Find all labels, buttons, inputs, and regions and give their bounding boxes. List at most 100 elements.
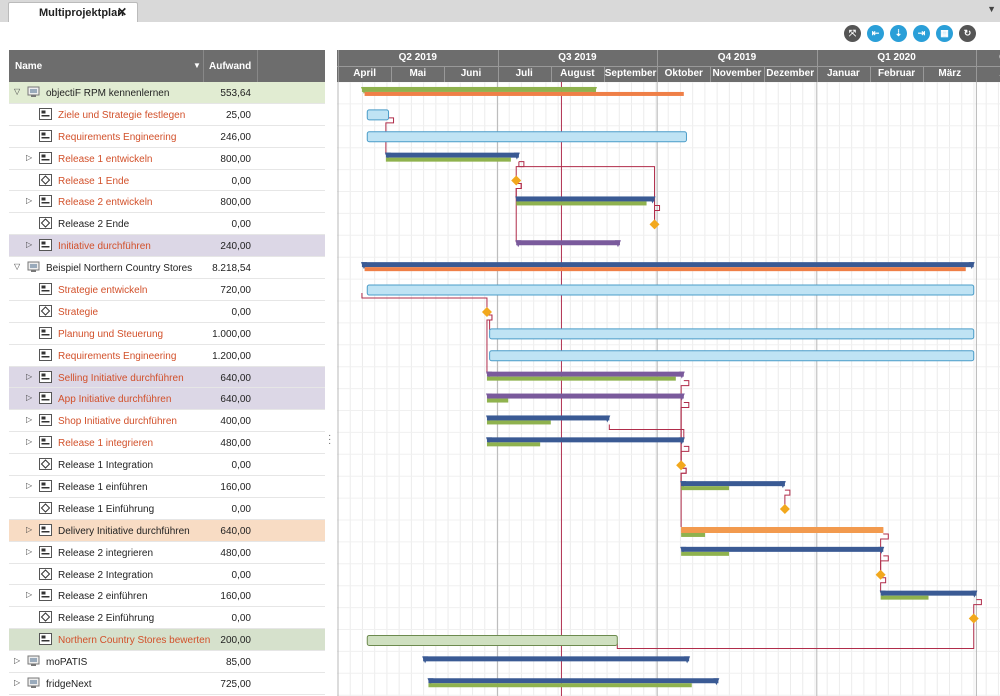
chevron-down-icon[interactable]: ▼: [987, 4, 996, 14]
column-divider[interactable]: [203, 50, 204, 82]
expand-icon[interactable]: ▷: [26, 196, 33, 206]
summary-bar[interactable]: [486, 371, 684, 377]
milestone-marker[interactable]: [968, 613, 979, 624]
progress-bar[interactable]: [364, 91, 684, 96]
expand-icon[interactable]: ▷: [26, 240, 33, 250]
task-row[interactable]: ▷ moPATIS 85,00: [9, 651, 325, 674]
progress-bar[interactable]: [385, 157, 511, 162]
task-row[interactable]: ▷ App Initiative durchführen 640,00: [9, 388, 325, 411]
month-label: Juni: [460, 68, 482, 79]
task-bar[interactable]: [489, 350, 975, 362]
expand-icon[interactable]: ▷: [14, 656, 21, 666]
sort-arrow-icon[interactable]: ▼: [193, 61, 201, 70]
task-row[interactable]: Release 1 Ende 0,00: [9, 170, 325, 192]
task-bar[interactable]: [366, 109, 390, 121]
task-bar[interactable]: [366, 284, 975, 296]
milestone-marker[interactable]: [875, 569, 886, 580]
task-row[interactable]: ▷ Release 1 einführen 160,00: [9, 476, 325, 498]
task-bar[interactable]: [489, 328, 975, 340]
task-bar[interactable]: [681, 526, 884, 533]
task-row[interactable]: Requirements Engineering 1.200,00: [9, 345, 325, 367]
go-today-icon[interactable]: ⇣: [890, 25, 907, 42]
task-row[interactable]: ▷ fridgeNext 725,00: [9, 673, 325, 695]
collapse-icon[interactable]: ▽: [14, 262, 21, 272]
task-bar[interactable]: [366, 131, 687, 143]
fit-icon[interactable]: ⤧: [844, 25, 861, 42]
task-row[interactable]: ▷ Release 2 einführen 160,00: [9, 585, 325, 608]
task-row[interactable]: Strategie entwickeln 720,00: [9, 279, 325, 301]
expand-icon[interactable]: ▷: [26, 437, 33, 447]
summary-bar[interactable]: [486, 415, 610, 421]
progress-bar[interactable]: [486, 442, 541, 447]
progress-bar[interactable]: [681, 532, 706, 537]
milestone-marker[interactable]: [481, 306, 492, 317]
expand-icon[interactable]: ▷: [26, 481, 33, 491]
expand-icon[interactable]: ▷: [14, 678, 21, 688]
progress-bar[interactable]: [880, 595, 929, 600]
task-row[interactable]: ▽ objectiF RPM kennenlernen 553,64: [9, 82, 325, 104]
summary-bar[interactable]: [486, 437, 684, 443]
expand-icon[interactable]: ▷: [26, 393, 33, 403]
dependency-link: [880, 577, 887, 593]
summary-bar[interactable]: [681, 546, 884, 552]
summary-bar[interactable]: [423, 656, 690, 662]
progress-bar[interactable]: [681, 551, 730, 556]
task-row[interactable]: Release 2 Einführung 0,00: [9, 607, 325, 630]
column-header-aufwand[interactable]: Aufwand: [209, 61, 252, 72]
task-row[interactable]: ▷ Selling Initiative durchführen 640,00: [9, 366, 325, 389]
task-row[interactable]: ▽ Beispiel Northern Country Stores 8.218,5…: [9, 257, 325, 280]
task-row[interactable]: Planung und Steuerung 1.000,00: [9, 323, 325, 345]
expand-icon[interactable]: ▷: [26, 152, 33, 162]
task-row[interactable]: Release 2 Ende 0,00: [9, 213, 325, 236]
summary-bar[interactable]: [385, 152, 519, 158]
summary-bar[interactable]: [486, 393, 684, 399]
go-end-icon[interactable]: ⇥: [913, 25, 930, 42]
progress-bar[interactable]: [516, 201, 647, 206]
close-icon[interactable]: ✕: [116, 5, 127, 19]
progress-bar[interactable]: [364, 267, 966, 272]
task-row[interactable]: ▷ Release 2 entwickeln 800,00: [9, 191, 325, 214]
collapse-icon[interactable]: ▽: [14, 87, 21, 96]
go-start-icon[interactable]: ⇤: [867, 25, 884, 42]
refresh-icon[interactable]: ↻: [959, 25, 976, 42]
summary-bar[interactable]: [681, 481, 785, 487]
summary-bar[interactable]: [516, 240, 620, 246]
milestone-marker[interactable]: [779, 504, 790, 515]
expand-icon[interactable]: ▷: [26, 371, 33, 381]
milestone-marker[interactable]: [649, 219, 660, 230]
summary-bar[interactable]: [361, 86, 597, 92]
summary-bar[interactable]: [880, 590, 977, 596]
task-row[interactable]: Release 1 Einführung 0,00: [9, 498, 325, 520]
progress-bar[interactable]: [486, 398, 509, 403]
expand-icon[interactable]: ▷: [26, 546, 33, 556]
progress-bar[interactable]: [486, 376, 676, 381]
task-row[interactable]: ▷ Delivery Initiative durchführen 640,00: [9, 519, 325, 542]
task-row[interactable]: Strategie 0,00: [9, 301, 325, 323]
task-row[interactable]: Release 2 Integration 0,00: [9, 564, 325, 586]
milestone-marker[interactable]: [676, 460, 687, 471]
summary-bar[interactable]: [361, 262, 974, 268]
splitter-handle[interactable]: · · ·: [328, 430, 332, 449]
task-row[interactable]: ▷ Release 1 entwickeln 800,00: [9, 148, 325, 170]
task-bar[interactable]: [366, 634, 618, 646]
task-row[interactable]: Ziele und Strategie festlegen 25,00: [9, 104, 325, 126]
task-row[interactable]: ▷ Release 1 integrieren 480,00: [9, 432, 325, 455]
task-row[interactable]: Northern Country Stores bewerten 200,00: [9, 629, 325, 652]
calendar-icon[interactable]: ▦: [936, 25, 953, 42]
column-divider[interactable]: [257, 50, 258, 82]
task-row[interactable]: ▷ Shop Initiative durchführen 400,00: [9, 410, 325, 433]
progress-bar[interactable]: [681, 486, 730, 491]
task-row[interactable]: Release 1 Integration 0,00: [9, 454, 325, 477]
tab-multiprojektplan[interactable]: Multiprojektplan ✕: [8, 2, 138, 22]
task-row[interactable]: ▷ Release 2 integrieren 480,00: [9, 542, 325, 564]
expand-icon[interactable]: ▷: [26, 415, 33, 425]
task-row[interactable]: Requirements Engineering 246,00: [9, 126, 325, 148]
column-header-name[interactable]: Name: [15, 61, 43, 72]
expand-icon[interactable]: ▷: [26, 524, 33, 534]
progress-bar[interactable]: [486, 420, 551, 425]
summary-bar[interactable]: [516, 196, 655, 202]
expand-icon[interactable]: ▷: [26, 590, 33, 600]
progress-bar[interactable]: [428, 683, 692, 688]
task-row[interactable]: ▷ Initiative durchführen 240,00: [9, 235, 325, 258]
summary-bar[interactable]: [428, 678, 719, 684]
